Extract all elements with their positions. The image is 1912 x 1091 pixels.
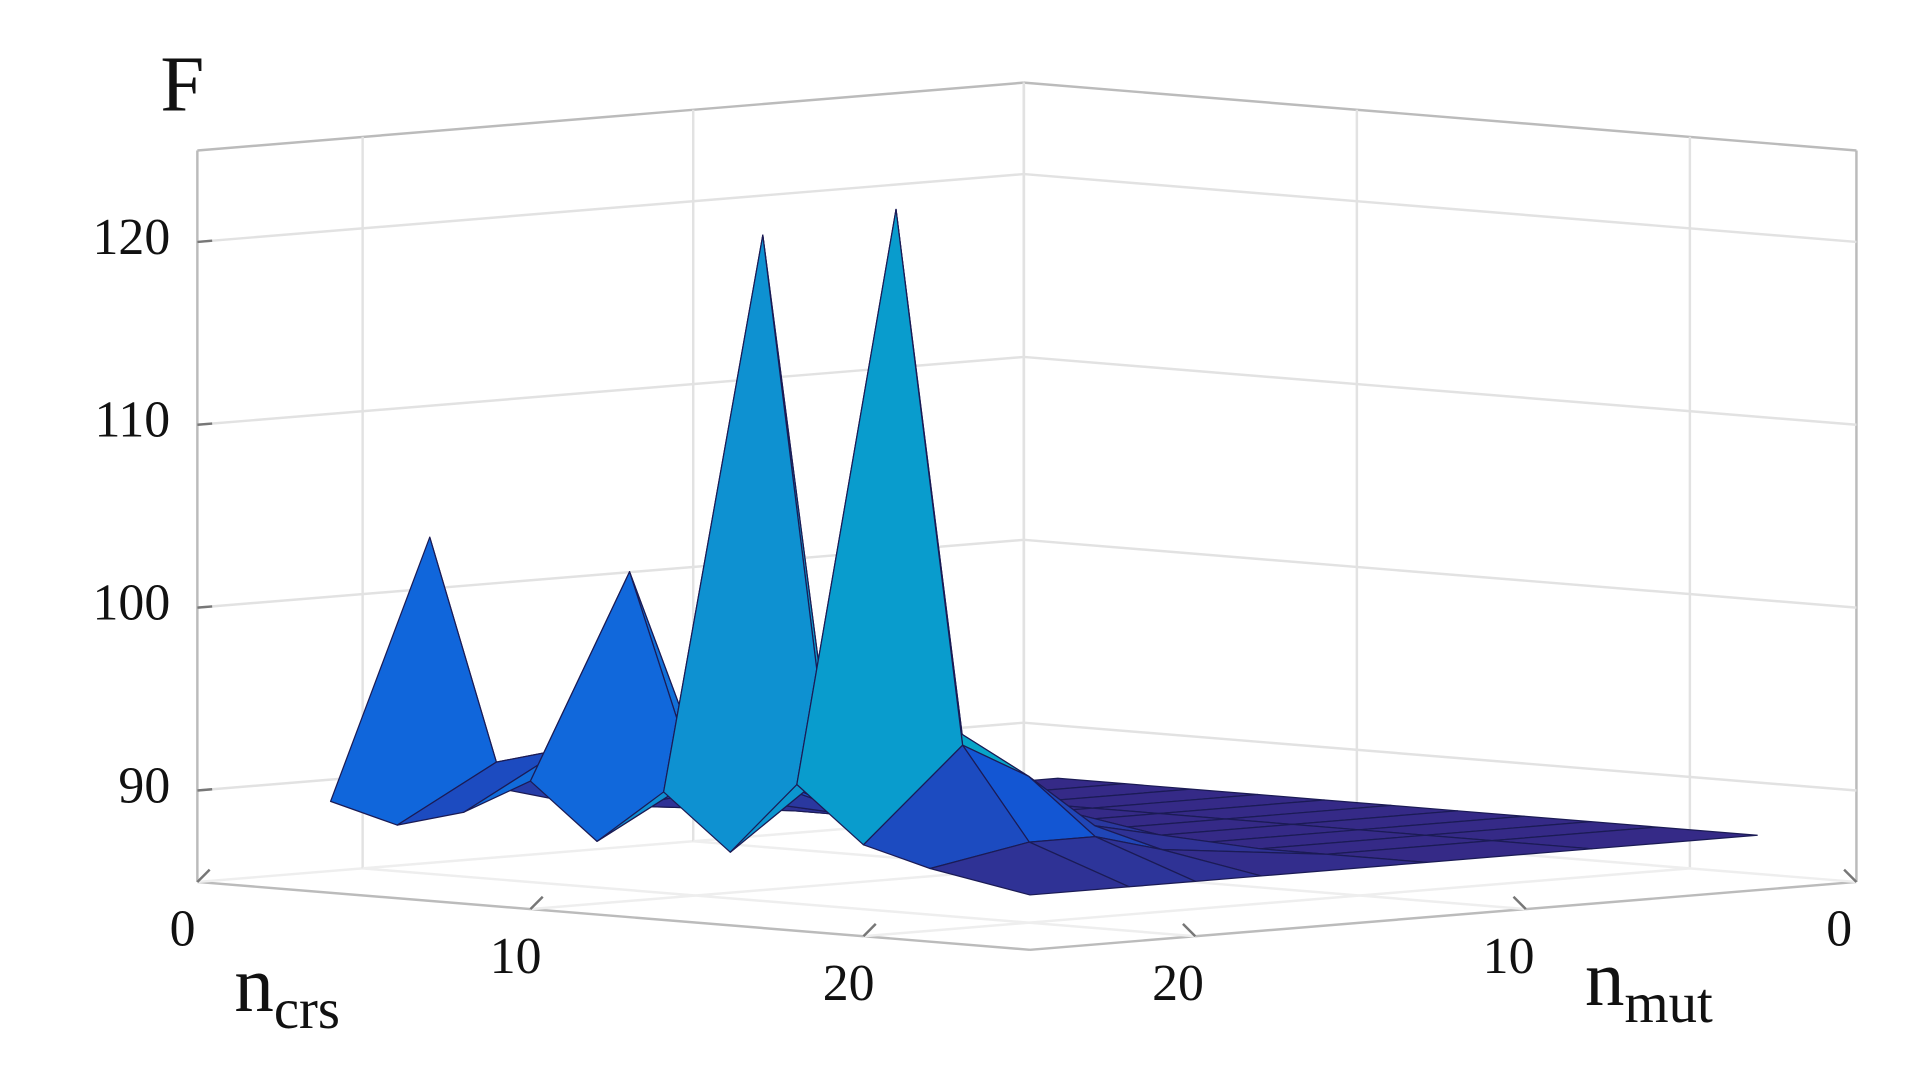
y-tick	[1843, 868, 1858, 883]
x-tick-label: 10	[490, 928, 542, 985]
grid-line	[362, 867, 1196, 938]
z-tick	[197, 239, 213, 244]
y-axis-label-main: n	[1585, 936, 1624, 1023]
x-tick-label: 20	[823, 955, 875, 1012]
surface-patch	[796, 208, 964, 846]
grid-line	[1023, 355, 1857, 427]
y-tick-label: 10	[1483, 928, 1535, 985]
grid-line	[863, 867, 1690, 938]
x-tick	[862, 923, 877, 938]
x-axis-label-sub: crs	[274, 978, 340, 1041]
y-tick	[1182, 923, 1197, 938]
axis-edge	[1029, 880, 1857, 952]
x-tick-label: 0	[170, 901, 196, 958]
z-tick	[197, 788, 213, 792]
axis-edge	[197, 880, 1031, 952]
x-axis-label-main: n	[234, 942, 273, 1029]
grid-line	[1023, 721, 1857, 792]
y-tick	[1512, 895, 1527, 910]
grid-line	[1023, 172, 1857, 244]
grid-line	[197, 172, 1024, 244]
z-tick-label: 110	[94, 392, 170, 449]
x-tick	[529, 895, 544, 910]
axis-edge	[197, 81, 1024, 152]
surface-patch	[929, 841, 1130, 896]
z-tick-label: 120	[93, 209, 171, 266]
y-tick-label: 0	[1826, 901, 1852, 958]
z-tick-label: 100	[93, 575, 171, 632]
y-tick-label: 20	[1152, 955, 1204, 1012]
y-axis-label-sub: mut	[1625, 972, 1713, 1035]
z-tick-label: 90	[118, 757, 170, 814]
y-axis-label: nmut	[1585, 936, 1713, 1035]
x-tick	[196, 868, 211, 883]
axis-edge	[1023, 81, 1857, 152]
grid-line	[1023, 538, 1857, 609]
x-axis-label: ncrs	[234, 942, 340, 1041]
z-tick	[197, 422, 213, 427]
z-tick	[197, 605, 213, 609]
z-axis-label: F	[160, 42, 204, 129]
